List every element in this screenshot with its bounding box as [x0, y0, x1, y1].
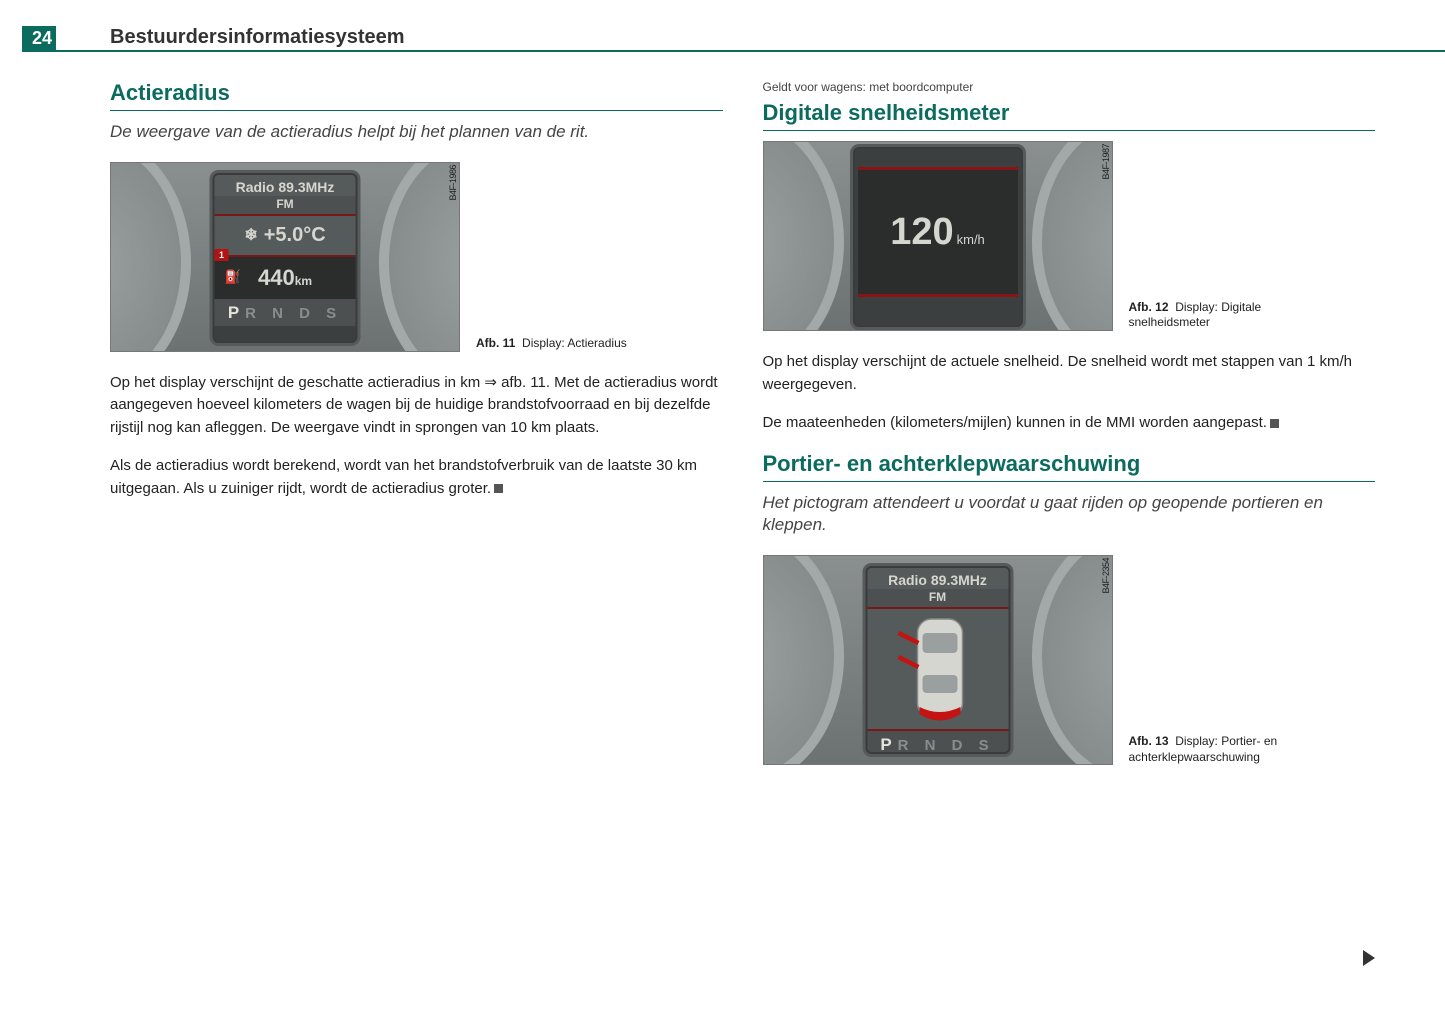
- para-2-text: Als de actieradius wordt berekend, wordt…: [110, 457, 697, 497]
- figure-code: B4F-1987: [1101, 144, 1111, 180]
- radio-band: FM: [867, 589, 1008, 609]
- header-rule: [56, 50, 1445, 52]
- gear-row: PR N D S: [215, 299, 356, 326]
- fuel-icon: ⛽: [225, 269, 241, 285]
- figure-11-row: Radio 89.3MHz FM ❄ +5.0°C 1 ⛽ 440km PR: [110, 162, 723, 352]
- range-value: 440: [258, 265, 295, 290]
- dashboard-actieradius: Radio 89.3MHz FM ❄ +5.0°C 1 ⛽ 440km PR: [110, 162, 460, 352]
- speed-para-2: De maateenheden (kilometers/mijlen) kunn…: [763, 412, 1376, 435]
- radio-line: Radio 89.3MHz: [867, 568, 1008, 589]
- figure-11: Radio 89.3MHz FM ❄ +5.0°C 1 ⛽ 440km PR: [110, 162, 460, 352]
- end-square-icon: [494, 484, 503, 493]
- speed-panel: 120 km/h: [853, 147, 1023, 327]
- range-row: 1 ⛽ 440km: [215, 257, 356, 299]
- speed-para-1: Op het display verschijnt de actuele sne…: [763, 351, 1376, 396]
- page-content: Actieradius De weergave van de actieradi…: [110, 80, 1375, 785]
- speed-value: 120: [890, 211, 953, 254]
- left-column: Actieradius De weergave van de actieradi…: [110, 80, 723, 785]
- range-unit: km: [295, 274, 312, 288]
- gear-p: P: [228, 303, 245, 322]
- figure-12-caption: Afb. 12 Display: Digitale snelheidsmeter: [1129, 300, 1289, 331]
- temperature-value: +5.0°C: [264, 224, 326, 247]
- figure-12-row: 120 km/h B4F-1987 Afb. 12 Display: Digit…: [763, 141, 1376, 331]
- speed-unit: km/h: [957, 232, 985, 247]
- caption-bold: Afb. 12: [1129, 300, 1169, 314]
- right-column: Geldt voor wagens: met boordcomputer Dig…: [763, 80, 1376, 785]
- figure-13: Radio 89.3MHz FM: [763, 555, 1113, 765]
- figure-13-caption: Afb. 13 Display: Portier- en achterklepw…: [1129, 734, 1289, 765]
- radio-band: FM: [215, 196, 356, 216]
- caption-bold: Afb. 11: [476, 336, 515, 350]
- gauge-left: [763, 141, 844, 331]
- temperature-row: ❄ +5.0°C: [215, 216, 356, 257]
- car-top-view: [867, 609, 1008, 731]
- figure-code: B4F-2354: [1101, 558, 1111, 594]
- next-page-arrow-icon[interactable]: [1363, 950, 1375, 966]
- car-icon: [867, 609, 1010, 729]
- chapter-title: Bestuurdersinformatiesysteem: [110, 26, 405, 49]
- figure-12: 120 km/h B4F-1987: [763, 141, 1113, 331]
- speed-display: 120 km/h: [858, 167, 1018, 297]
- gear-p: P: [880, 735, 897, 754]
- range-tab: 1: [215, 249, 229, 261]
- end-square-icon: [1270, 419, 1279, 428]
- gear-rest: R N D S: [898, 737, 995, 754]
- speed-para-2-text: De maateenheden (kilometers/mijlen) kunn…: [763, 414, 1267, 431]
- para-1: Op het display verschijnt de geschatte a…: [110, 372, 723, 440]
- snowflake-icon: ❄: [244, 225, 257, 245]
- dashboard-speed: 120 km/h B4F-1987: [763, 141, 1113, 331]
- display-panel: Radio 89.3MHz FM ❄ +5.0°C 1 ⛽ 440km PR: [213, 173, 358, 343]
- page-header: 24 Bestuurdersinformatiesysteem: [0, 26, 1445, 56]
- intro-actieradius: De weergave van de actieradius helpt bij…: [110, 121, 723, 144]
- gauge-left: [110, 162, 191, 352]
- applies-note: Geldt voor wagens: met boordcomputer: [763, 80, 1376, 94]
- figure-code: B4F-1986: [448, 165, 458, 201]
- intro-door: Het pictogram attendeert u voordat u gaa…: [763, 492, 1376, 538]
- dashboard-door: Radio 89.3MHz FM: [763, 555, 1113, 765]
- section-title-actieradius: Actieradius: [110, 80, 723, 111]
- caption-bold: Afb. 13: [1129, 734, 1169, 748]
- page-number: 24: [22, 26, 56, 52]
- para-2: Als de actieradius wordt berekend, wordt…: [110, 455, 723, 500]
- door-panel: Radio 89.3MHz FM: [865, 566, 1010, 754]
- caption-rest: Display: Actieradius: [522, 336, 627, 350]
- gear-rest: R N D S: [245, 305, 342, 322]
- radio-line: Radio 89.3MHz: [215, 175, 356, 196]
- section-title-speed: Digitale snelheidsmeter: [763, 100, 1376, 131]
- figure-11-caption: Afb. 11 Display: Actieradius: [476, 336, 627, 352]
- gear-row: PR N D S: [867, 731, 1008, 754]
- gauge-left: [763, 555, 844, 765]
- figure-13-row: Radio 89.3MHz FM: [763, 555, 1376, 765]
- section-title-door: Portier- en achterklepwaarschuwing: [763, 451, 1376, 482]
